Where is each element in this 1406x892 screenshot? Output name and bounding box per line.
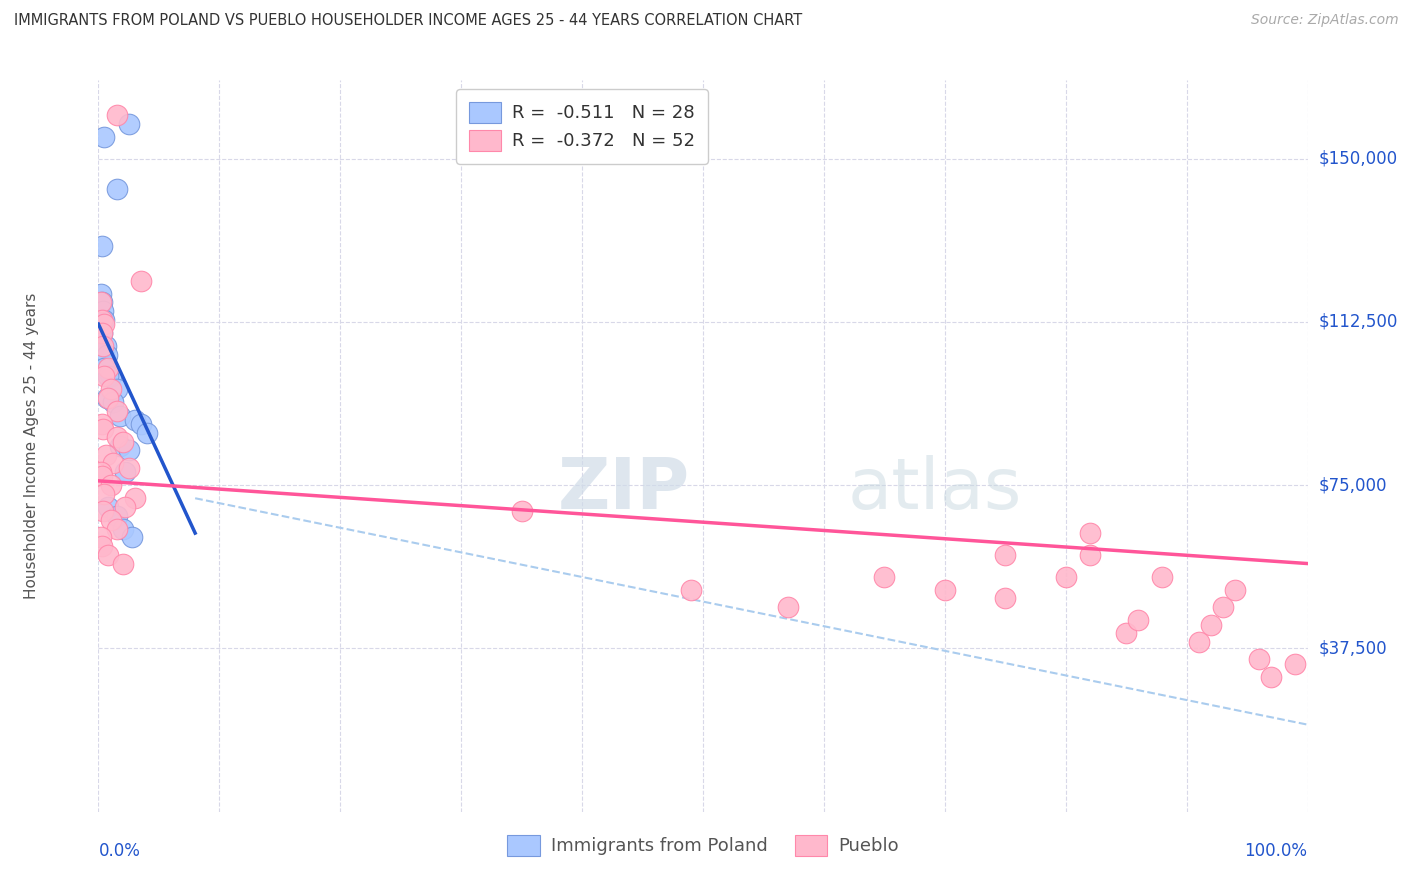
Point [1188,635,1211,649]
Point [91,469,114,483]
Point [1212,600,1234,615]
Legend: Immigrants from Poland, Pueblo: Immigrants from Poland, Pueblo [495,822,911,869]
Point [679,582,702,597]
Point [118,443,141,458]
Point [114,500,136,514]
Point [91,539,114,553]
Point [97,391,120,405]
Point [124,413,146,427]
Point [91,326,114,340]
Point [101,395,124,409]
Point [118,460,141,475]
Point [100,369,122,384]
Point [108,409,131,423]
Point [105,182,128,196]
Point [100,478,122,492]
Point [91,421,114,435]
Point [934,582,956,597]
Point [1078,548,1101,562]
Point [96,391,118,405]
Point [135,425,157,440]
Text: Source: ZipAtlas.com: Source: ZipAtlas.com [1251,13,1399,28]
Point [100,383,122,397]
Text: Householder Income Ages 25 - 44 years: Householder Income Ages 25 - 44 years [24,293,39,599]
Point [91,504,114,518]
Point [91,295,114,310]
Point [1284,657,1306,671]
Point [105,522,128,536]
Point [1152,569,1174,583]
Point [1199,617,1222,632]
Point [97,369,120,384]
Point [97,500,120,514]
Point [121,530,143,544]
Point [1249,652,1271,666]
Point [91,312,114,326]
Text: ZIP: ZIP [558,455,690,524]
Point [91,339,114,353]
Point [510,504,533,518]
Point [105,430,128,444]
Point [776,600,799,615]
Point [105,383,128,397]
Point [91,304,114,318]
Text: $75,000: $75,000 [1319,476,1388,494]
Text: $112,500: $112,500 [1319,313,1398,331]
Text: 0.0%: 0.0% [98,842,141,860]
Point [1260,670,1282,684]
Point [100,513,122,527]
Point [90,530,112,544]
Point [97,548,120,562]
Point [93,487,115,501]
Text: $37,500: $37,500 [1319,640,1388,657]
Point [94,339,117,353]
Point [96,348,118,362]
Point [1115,626,1137,640]
Point [93,312,115,326]
Point [105,404,128,418]
Point [108,439,131,453]
Text: IMMIGRANTS FROM POLAND VS PUEBLO HOUSEHOLDER INCOME AGES 25 - 44 YEARS CORRELATI: IMMIGRANTS FROM POLAND VS PUEBLO HOUSEHO… [14,13,803,29]
Point [111,557,134,571]
Point [118,117,141,131]
Point [111,434,134,449]
Point [129,417,152,432]
Point [93,129,115,144]
Point [1078,526,1101,541]
Point [91,238,114,252]
Point [97,360,120,375]
Point [129,274,152,288]
Point [1223,582,1246,597]
Point [90,286,112,301]
Point [91,326,114,340]
Point [94,448,117,462]
Point [1054,569,1077,583]
Point [105,508,128,523]
Point [101,457,124,471]
Point [93,360,115,375]
Point [873,569,896,583]
Point [91,417,114,432]
Text: atlas: atlas [848,455,1022,524]
Point [90,295,112,310]
Point [105,108,128,122]
Point [994,548,1017,562]
Point [114,465,136,479]
Point [93,317,115,331]
Point [994,591,1017,606]
Point [90,465,112,479]
Point [124,491,146,506]
Text: 100.0%: 100.0% [1244,842,1308,860]
Text: $150,000: $150,000 [1319,150,1398,168]
Point [111,522,134,536]
Point [1128,613,1150,627]
Point [93,369,115,384]
